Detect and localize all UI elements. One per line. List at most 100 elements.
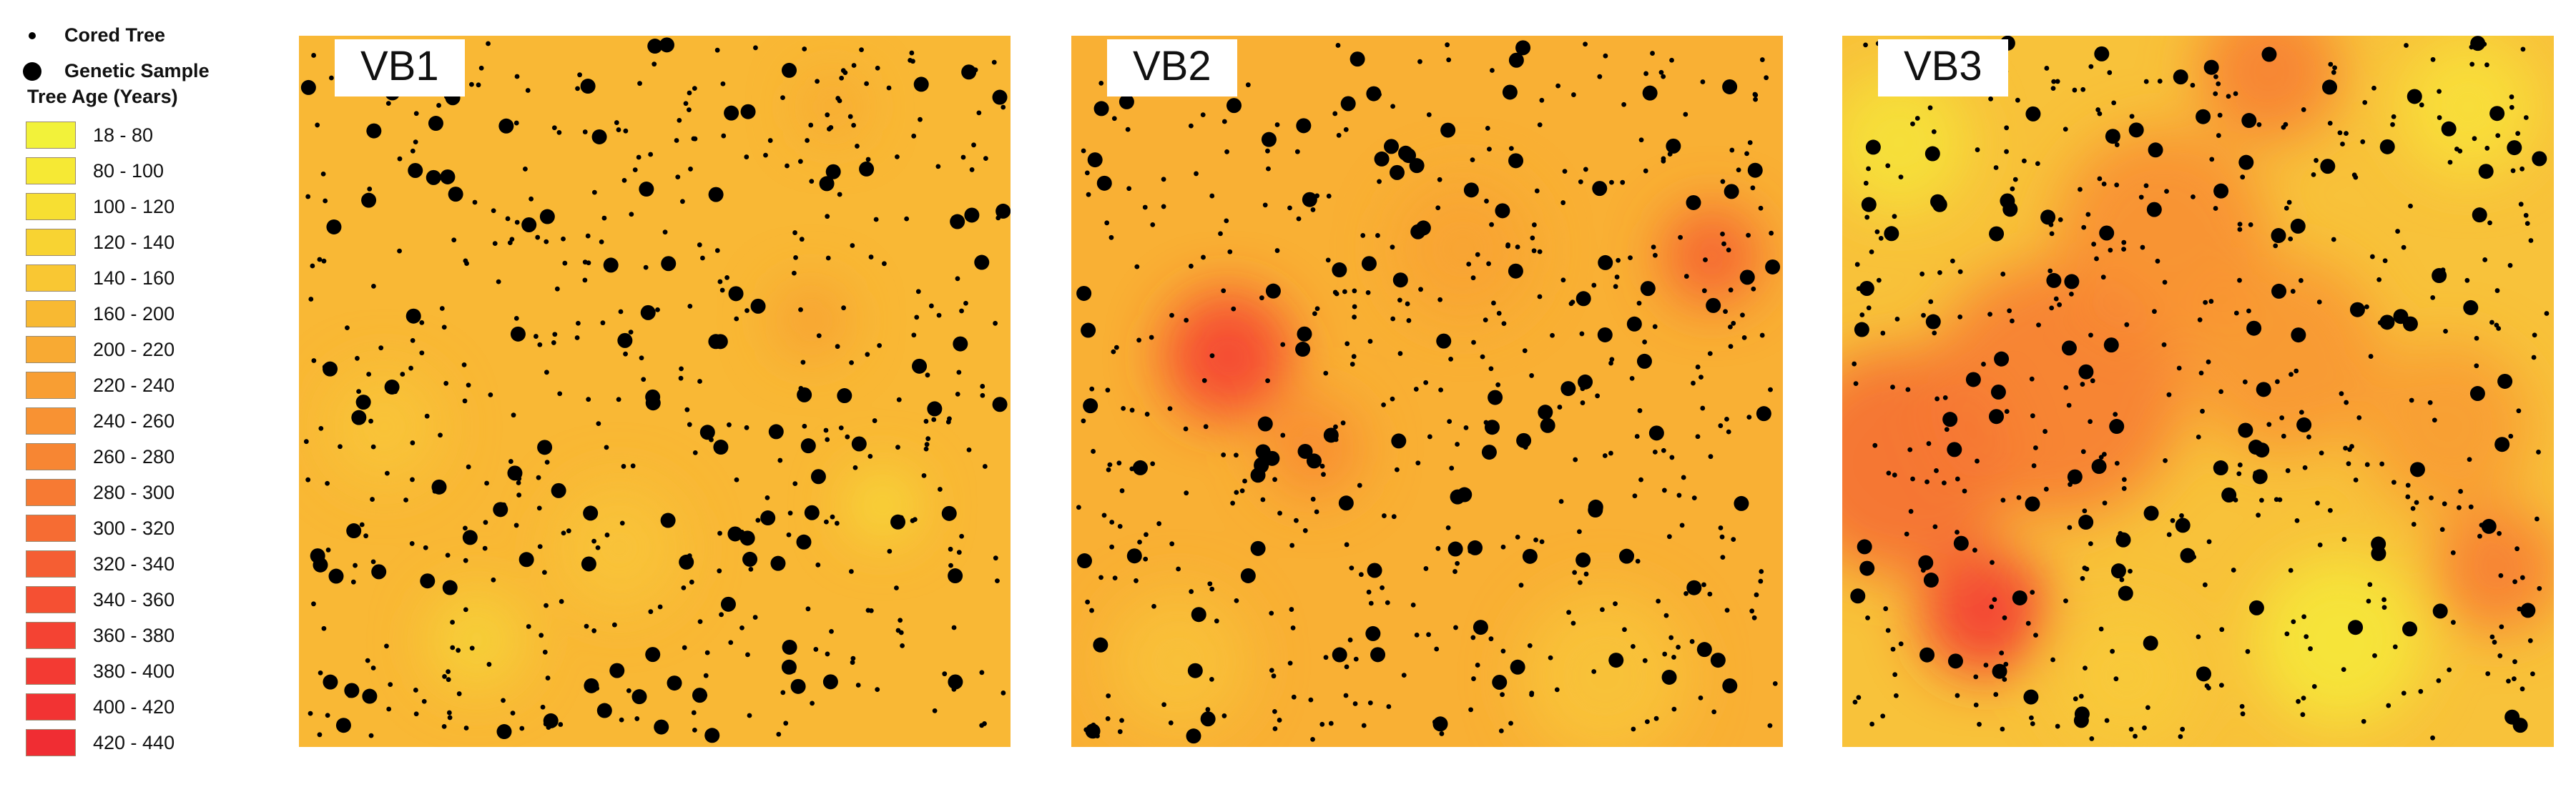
cored-tree-point [446,677,451,683]
cored-tree-point [792,481,798,487]
genetic-sample-point [790,678,806,694]
legend: Cored Tree Genetic Sample Tree Age (Year… [0,0,279,797]
cored-tree-point [2085,212,2091,217]
cored-tree-point [486,41,491,46]
cored-tree-point [2506,678,2511,684]
cored-tree-point [700,255,705,261]
cored-tree-point [785,163,790,169]
cored-tree-point [867,453,873,459]
cored-tree-point [1720,555,1726,560]
cored-tree-point [1992,597,1997,603]
cored-tree-point [2439,527,2445,533]
genetic-sample-point [1390,164,1405,180]
cored-tree-point [1262,202,1268,208]
cored-tree-point [1487,147,1492,152]
cored-tree-point [1972,548,1977,553]
cored-tree-point [397,248,402,254]
cored-tree-point [1749,608,1755,614]
genetic-sample-point [2196,109,2211,124]
genetic-sample-point [2146,202,2162,217]
cored-tree-point [2319,450,2324,456]
cored-tree-point [438,432,443,438]
cored-tree-point [1386,704,1392,709]
cored-tree-point [2049,231,2055,237]
cored-tree-point [1854,262,1860,267]
cored-tree-point [959,308,964,314]
cored-tree-point [1418,287,1423,292]
genetic-sample-point [890,514,906,530]
cored-tree-point [1245,82,1251,88]
genetic-sample-point [782,639,797,655]
cored-tree-point [1583,167,1588,172]
legend-swatch [26,729,76,756]
genetic-sample-point [1250,467,1266,483]
genetic-sample-point [961,64,977,80]
genetic-sample-point [1861,197,1877,212]
cored-tree-point [2327,508,2333,513]
cored-tree-point [2240,174,2246,180]
legend-class-3: 120 - 140 [26,224,174,260]
cored-tree-point [2372,653,2377,658]
genetic-sample-point [782,62,797,78]
cored-tree-point [641,377,647,382]
cored-tree-point [924,442,930,447]
map-surface-vb3 [1842,36,2554,747]
genetic-sample-point [300,79,316,95]
cored-tree-point [535,234,541,240]
genetic-sample-point [1722,678,1738,693]
cored-tree-point [1390,244,1395,250]
cored-tree-point [1221,713,1227,718]
cored-tree-point [1768,387,1773,392]
cored-tree-point [2213,91,2218,96]
age-hotspot [427,590,527,690]
cored-tree-point [1484,198,1489,204]
cored-tree-point [1973,702,1979,708]
cored-tree-point [1885,163,1891,169]
cored-tree-point [2409,397,2414,403]
cored-tree-point [308,297,314,302]
cored-tree-point [1628,255,1633,261]
genetic-sample-point [1083,398,1098,414]
cored-tree-point [1446,57,1452,63]
cored-tree-point [2000,497,2006,503]
cored-tree-point [875,687,880,693]
cored-tree-point [1942,395,1948,400]
genetic-sample-point [2291,327,2306,343]
cored-tree-point [1691,380,1696,386]
cored-tree-point [2104,718,2110,723]
genetic-sample-point [1126,548,1142,564]
cored-tree-point [2102,500,2108,506]
cored-tree-point [1221,288,1226,294]
cored-tree-point [1381,402,1386,407]
cored-tree-point [898,630,904,635]
cored-tree-point [687,107,692,113]
cored-tree-point [2430,294,2436,300]
cored-tree-point [692,136,698,142]
cored-tree-point [2485,671,2491,676]
genetic-sample-point [1481,445,1497,460]
cored-tree-point [600,320,606,326]
cored-tree-point [2498,573,2504,578]
cored-tree-point [491,208,496,214]
cored-tree-point [2376,277,2382,282]
cored-tree-point [2327,121,2333,126]
legend-class-5: 160 - 200 [26,296,174,332]
genetic-sample-point [1765,259,1781,274]
cored-tree-point [1678,234,1683,240]
tree-points [1076,40,1781,744]
cored-tree-point [2012,177,2018,182]
cored-tree-point [2427,400,2433,405]
cored-tree-point [585,233,591,239]
cored-tree-point [1531,222,1537,227]
legend-swatch [26,622,76,649]
cored-tree-point [1151,603,1156,609]
cored-tree-point [894,585,899,590]
cored-tree-point [2047,268,2053,274]
genetic-sample-point [1093,101,1109,117]
cored-tree-point [921,473,927,478]
cored-tree-point [2401,690,2407,696]
cored-tree-point [734,316,739,322]
cored-tree-point [1993,692,1999,697]
genetic-sample-point [2040,209,2056,225]
cored-tree-point [2308,646,2313,651]
